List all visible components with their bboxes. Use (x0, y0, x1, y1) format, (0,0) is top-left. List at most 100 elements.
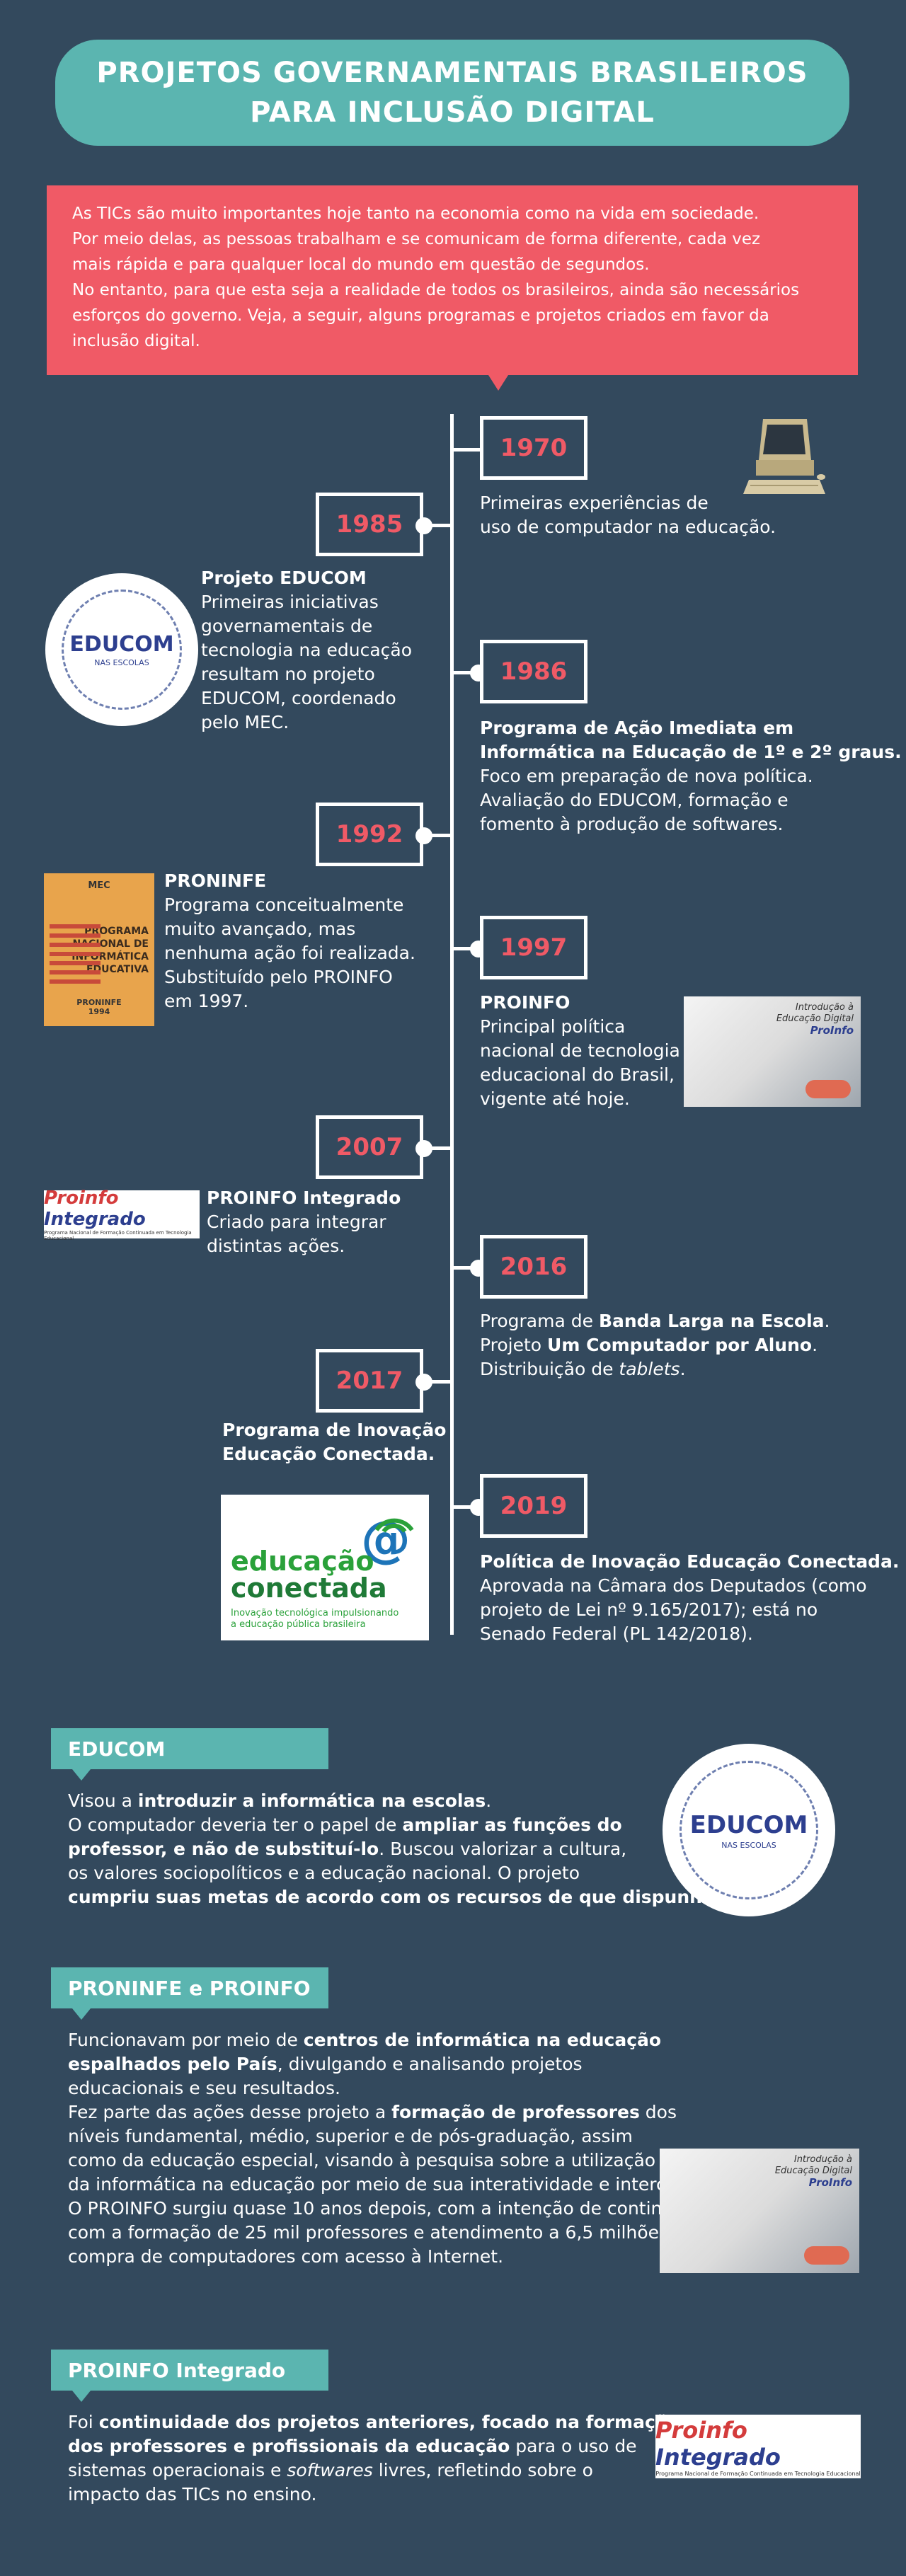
year-label: 2007 (336, 1133, 403, 1161)
timeline-connector (423, 1146, 450, 1150)
entry-line: resultam no projeto (201, 664, 375, 684)
entry-line: nacional de tecnologia (480, 1040, 680, 1061)
entry-line: Aprovada na Câmara dos Deputados (como (480, 1575, 867, 1596)
ec-tagline-line: a educação pública brasileira (231, 1619, 366, 1630)
entry-line: Foco em preparação de nova política. (480, 766, 813, 786)
text-part: . (486, 1790, 492, 1811)
entry-line: EDUCOM, coordenado (201, 688, 396, 708)
text-italic: softwares (287, 2460, 373, 2480)
educom-logo: EDUCOM NAS ESCOLAS (663, 1744, 835, 1916)
photo-caption-line: Introdução à (795, 1002, 854, 1013)
section-line: compra de computadores com acesso à Inte… (68, 2246, 504, 2267)
text-emphasis: dos professores e profissionais da educa… (68, 2436, 510, 2456)
section-tab-label: EDUCOM (68, 1737, 166, 1761)
text-part: , divulgando e analisando projetos (277, 2054, 583, 2074)
text-part: Funcionavam por meio de (68, 2030, 304, 2050)
section-tab-label: PROINFO Integrado (68, 2358, 286, 2382)
section-text-educom: Visou a introduzir a informática na esco… (68, 1789, 720, 1909)
text-emphasis: formação de professores (391, 2102, 640, 2122)
educom-logo-ring: EDUCOM NAS ESCOLAS (62, 590, 182, 710)
hand-on-keyboard-icon (805, 1080, 851, 1098)
book-publisher: MEC (88, 880, 110, 891)
text-part: sistemas operacionais e (68, 2460, 287, 2480)
text-emphasis: espalhados pelo País (68, 2054, 277, 2074)
entry-line: Avaliação do EDUCOM, formação e (480, 790, 789, 810)
section-line: professor, e não de substituí-lo. Buscou… (68, 1837, 720, 1861)
proinfo-logo-text: Proinfo Integrado (655, 2417, 861, 2471)
photo-caption: Introdução à Educação Digital ProInfo (775, 2154, 852, 2188)
year-box-2017: 2017 (316, 1349, 423, 1413)
proinfo-logo-subtext: Programa Nacional de Formação Continuada… (44, 1230, 192, 1241)
timeline-entry-2019: Política de Inovação Educação Conectada.… (480, 1550, 899, 1646)
section-line: dos professores e profissionais da educa… (68, 2434, 680, 2459)
section-tab-proninfe: PRONINFE e PROINFO (51, 1967, 328, 2020)
entry-line: em 1997. (164, 991, 249, 1011)
text-emphasis: cumpriu suas metas de acordo com os recu… (68, 1887, 714, 1907)
intro-line: Por meio delas, as pessoas trabalham e s… (72, 230, 761, 248)
timeline-connector (453, 448, 480, 452)
text-emphasis: professor, e não de substituí-lo (68, 1839, 379, 1859)
timeline-connector (453, 947, 480, 950)
text-emphasis: Banda Larga na Escola (598, 1311, 825, 1331)
section-text-proinfo-integrado: Foi continuidade dos projetos anteriores… (68, 2410, 680, 2507)
year-label: 1985 (336, 510, 403, 539)
ec-logo-word: conectada (231, 1572, 387, 1604)
photo-caption: Introdução à Educação Digital ProInfo (776, 1002, 854, 1036)
book-title-line: EDUCATIVA (86, 964, 149, 975)
text-part: . (680, 1359, 686, 1379)
timeline-entry-2017: Programa de Inovação Educação Conectada. (222, 1418, 446, 1466)
entry-title: Política de Inovação Educação Conectada. (480, 1551, 900, 1572)
entry-line: nenhuma ação foi realizada. (164, 943, 415, 963)
section-tab-educom: EDUCOM (51, 1728, 328, 1781)
timeline-dot (415, 1140, 432, 1157)
page-title-line-1: PROJETOS GOVERNAMENTAIS BRASILEIROS (96, 57, 808, 89)
wifi-icon (374, 1518, 414, 1533)
entry-line: fomento à produção de softwares. (480, 814, 784, 834)
section-line: O computador deveria ter o papel de ampl… (68, 1813, 720, 1837)
year-label: 2017 (336, 1367, 403, 1395)
entry-line: uso de computador na educação. (480, 517, 776, 537)
year-label: 1997 (500, 933, 568, 962)
section-tab-proinfo-integrado: PROINFO Integrado (51, 2350, 328, 2402)
intro-line: mais rápida e para qualquer local do mun… (72, 255, 650, 274)
timeline-entry-1997: PROINFO Principal política nacional de t… (480, 991, 680, 1111)
entry-line: Distribuição de tablets. (480, 1357, 830, 1381)
section-line: impacto das TICs no ensino. (68, 2484, 317, 2505)
text-part: Projeto (480, 1335, 548, 1355)
timeline-line (450, 414, 454, 1635)
section-line: como da educação especial, visando à pes… (68, 2150, 656, 2170)
educacao-conectada-logo: @ educação conectada Inovação tecnológic… (221, 1495, 429, 1640)
book-stripes (50, 924, 101, 988)
text-part: O computador deveria ter o papel de (68, 1815, 403, 1835)
proinfo-integrado-logo: Proinfo Integrado Programa Nacional de F… (655, 2415, 861, 2478)
educom-logo-ring: EDUCOM NAS ESCOLAS (680, 1761, 818, 1899)
text-part: Visou a (68, 1790, 138, 1811)
intro-line: No entanto, para que esta seja a realida… (72, 281, 800, 299)
year-box-1992: 1992 (316, 803, 423, 866)
entry-line: projeto de Lei nº 9.165/2017); está no (480, 1599, 818, 1620)
computer-icon (743, 419, 825, 494)
entry-title: Informática na Educação de 1º e 2º graus… (480, 742, 902, 762)
book-footer-line: 1994 (88, 1007, 110, 1016)
page-title-line-2: PARA INCLUSÃO DIGITAL (250, 96, 655, 129)
educom-logo: EDUCOM NAS ESCOLAS (45, 573, 198, 726)
section-line: espalhados pelo País, divulgando e anali… (68, 2052, 857, 2076)
text-emphasis: introduzir a informática na escolas (137, 1790, 486, 1811)
section-line: níveis fundamental, médio, superior e de… (68, 2126, 633, 2146)
photo-brand: ProInfo (808, 2176, 852, 2189)
entry-title: Programa de Ação Imediata em (480, 718, 794, 738)
year-label: 1970 (500, 434, 568, 462)
educom-logo-text: EDUCOM (689, 1810, 808, 1839)
timeline-dot (415, 1374, 432, 1391)
text-part: dos (639, 2102, 677, 2122)
entry-title: PRONINFE (164, 870, 267, 891)
entry-title: Educação Conectada. (222, 1444, 435, 1464)
entry-line: Substituído pelo PROINFO (164, 967, 393, 987)
section-line: cumpriu suas metas de acordo com os recu… (68, 1885, 720, 1909)
photo-caption-line: Educação Digital (776, 1013, 854, 1024)
entry-title: PROINFO (480, 992, 570, 1013)
proinfo-logo-part: Proinfo (44, 1188, 119, 1209)
intro-line: inclusão digital. (72, 332, 200, 350)
timeline-dot (415, 827, 432, 844)
ec-tagline-line: Inovação tecnológica impulsionando (231, 1608, 399, 1618)
